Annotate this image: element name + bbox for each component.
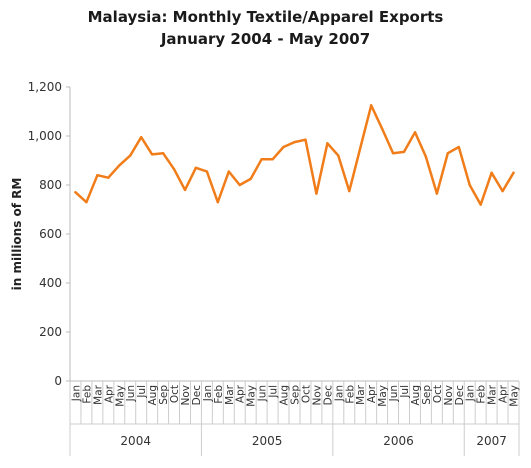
x-tick-label: Mar <box>355 384 367 404</box>
data-point <box>249 177 252 181</box>
series-line <box>74 104 515 206</box>
data-point <box>359 147 362 150</box>
x-tick-label: Sep <box>421 385 433 405</box>
year-label: 2004 <box>120 434 151 448</box>
y-tick-label: 1,200 <box>28 80 62 94</box>
x-tick-label: Aug <box>410 385 422 406</box>
x-tick-label: Mar <box>92 384 104 404</box>
chart-title: Malaysia: Monthly Textile/Apparel Export… <box>87 8 444 26</box>
x-tick-label: Jan <box>202 385 214 402</box>
x-tick-label: Jun <box>125 385 137 402</box>
x-tick-label: May <box>246 385 258 407</box>
x-tick-label: Apr <box>498 384 510 403</box>
data-point <box>348 189 351 193</box>
data-point <box>293 140 296 144</box>
x-tick-label: Nov <box>443 385 455 406</box>
x-tick-label: Jun <box>257 385 269 402</box>
data-point <box>183 188 187 192</box>
x-tick-label: Dec <box>322 385 334 406</box>
data-point <box>205 170 209 173</box>
data-point <box>74 191 77 194</box>
data-point <box>194 166 198 170</box>
data-point <box>238 183 241 187</box>
data-point <box>216 200 220 204</box>
x-tick-label: Aug <box>147 385 159 406</box>
data-point <box>490 171 493 174</box>
data-point <box>457 145 460 149</box>
x-tick-label: Apr <box>235 384 247 403</box>
y-tick-label: 800 <box>39 178 62 192</box>
x-tick-label: Nov <box>180 385 192 406</box>
x-tick-label: Jul <box>399 385 411 399</box>
data-point <box>369 104 373 107</box>
data-point <box>96 174 99 177</box>
x-tick-label: Jun <box>388 385 400 402</box>
x-tick-label: Jan <box>70 385 82 402</box>
data-point <box>304 138 307 141</box>
x-tick-label: Oct <box>432 385 444 403</box>
data-point <box>380 127 384 130</box>
data-point <box>446 151 450 155</box>
x-tick-label: Apr <box>103 384 115 403</box>
x-tick-label: Jul <box>268 385 280 399</box>
year-label: 2006 <box>383 434 414 448</box>
data-point <box>260 158 263 161</box>
data-point <box>150 153 154 156</box>
x-tick-label: Nov <box>311 385 323 406</box>
data-point <box>315 192 318 195</box>
data-point <box>118 164 121 167</box>
x-tick-label: Feb <box>476 385 488 404</box>
data-point <box>479 203 482 206</box>
data-point <box>435 192 439 195</box>
data-point <box>326 142 329 145</box>
data-point <box>282 145 285 149</box>
y-axis-label: in millions of RM <box>10 178 24 291</box>
data-point <box>85 200 88 204</box>
y-tick-label: 1,000 <box>28 129 62 143</box>
data-point <box>337 154 340 157</box>
data-point <box>129 154 132 157</box>
y-tick-label: 0 <box>54 374 62 388</box>
x-tick-label: Jul <box>136 385 148 399</box>
x-tick-label: Jan <box>333 385 345 402</box>
x-tick-label: Mar <box>224 384 236 404</box>
data-point <box>227 170 230 173</box>
data-point <box>413 131 417 134</box>
chart-subtitle: January 2004 - May 2007 <box>160 30 371 48</box>
data-point <box>107 176 110 179</box>
x-tick-label: Oct <box>169 385 181 403</box>
data-point <box>501 189 504 193</box>
y-tick-label: 600 <box>39 227 62 241</box>
year-label: 2005 <box>252 434 283 448</box>
x-tick-label: May <box>114 385 126 407</box>
x-tick-label: Apr <box>366 384 378 403</box>
data-point <box>161 151 165 155</box>
data-point <box>424 155 428 159</box>
x-tick-label: Oct <box>300 385 312 403</box>
x-tick-label: May <box>509 385 521 407</box>
year-label: 2007 <box>476 434 507 448</box>
data-point <box>468 183 471 187</box>
data-point <box>391 151 395 155</box>
x-tick-label: Feb <box>81 385 93 404</box>
x-tick-label: Feb <box>213 385 225 404</box>
data-point <box>402 150 406 154</box>
x-tick-label: Dec <box>454 385 466 406</box>
x-tick-label: May <box>377 385 389 407</box>
data-point <box>271 158 274 161</box>
data-point <box>172 167 176 171</box>
x-tick-label: Sep <box>290 385 302 405</box>
x-tick-label: Feb <box>344 385 356 404</box>
y-tick-label: 400 <box>39 276 62 290</box>
data-point <box>139 136 143 139</box>
x-tick-label: Jan <box>465 385 477 402</box>
x-tick-label: Mar <box>487 384 499 404</box>
x-tick-label: Aug <box>279 385 291 406</box>
x-tick-label: Dec <box>191 385 203 406</box>
y-tick-label: 200 <box>39 325 62 339</box>
data-point <box>512 171 515 174</box>
x-tick-label: Sep <box>158 385 170 405</box>
